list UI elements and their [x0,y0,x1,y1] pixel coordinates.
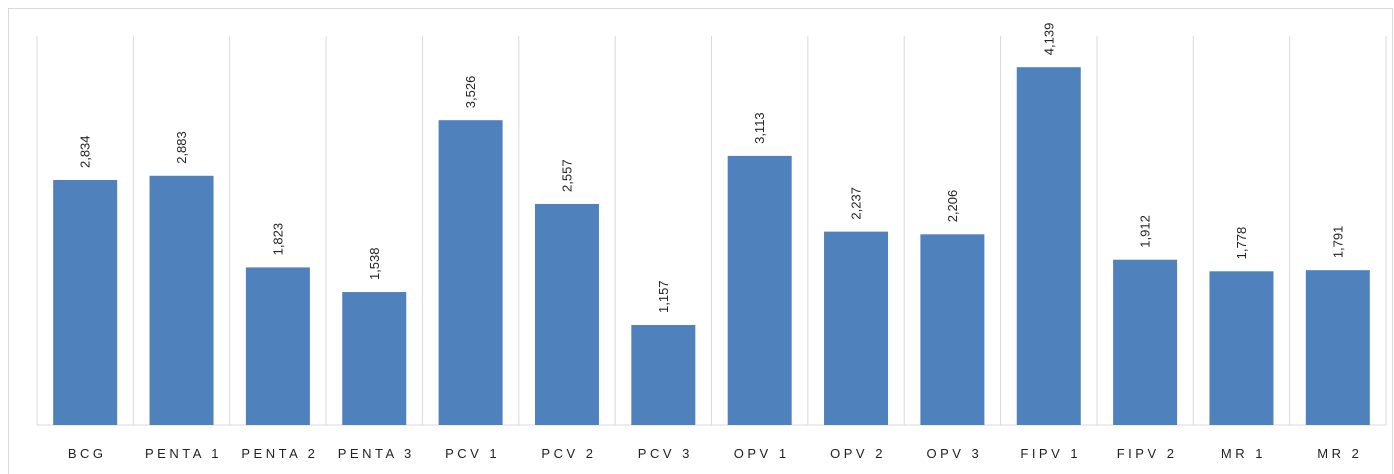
x-tick-label: PCV 3 [638,446,693,461]
chart-border [8,8,1393,474]
value-label: 2,834 [78,135,93,168]
x-tick-label: MR 1 [1221,446,1266,461]
bar [727,155,792,425]
value-label: 1,791 [1330,226,1345,259]
bar [824,231,889,425]
x-tick-label: FIPV 1 [1020,446,1081,461]
value-label: 1,823 [270,223,285,256]
value-label: 1,157 [656,280,671,313]
bar [245,267,310,425]
value-label: 1,778 [1234,227,1249,260]
value-label: 1,538 [367,248,382,281]
bar [920,234,985,425]
bar [53,180,118,425]
value-label: 2,883 [174,131,189,164]
x-tick-label: PENTA 2 [241,446,318,461]
value-label: 3,113 [752,112,767,144]
x-tick-label: OPV 1 [734,446,790,461]
x-tick-label: OPV 3 [926,446,982,461]
x-tick-label: PENTA 3 [338,446,415,461]
bar [1016,67,1081,425]
bar [631,324,696,425]
bar [342,292,407,425]
value-label: 2,557 [560,159,575,192]
x-tick-label: FIPV 2 [1117,446,1178,461]
x-tick-label: OPV 2 [830,446,886,461]
value-label: 4,139 [1041,23,1056,56]
x-tick-label: MR 2 [1317,446,1362,461]
x-tick-label: PENTA 1 [145,446,222,461]
x-tick-label: PCV 2 [541,446,596,461]
value-label: 2,206 [945,190,960,223]
bar [438,120,503,425]
x-tick-label: PCV 1 [445,446,500,461]
bar [534,203,599,425]
bar [1113,259,1178,425]
value-label: 3,526 [463,76,478,109]
x-tick-label: BCG [68,446,107,461]
value-label: 2,237 [849,187,864,220]
bar [1209,271,1274,425]
bar [149,175,214,425]
bar [1305,270,1370,425]
value-label: 1,912 [1138,215,1153,248]
